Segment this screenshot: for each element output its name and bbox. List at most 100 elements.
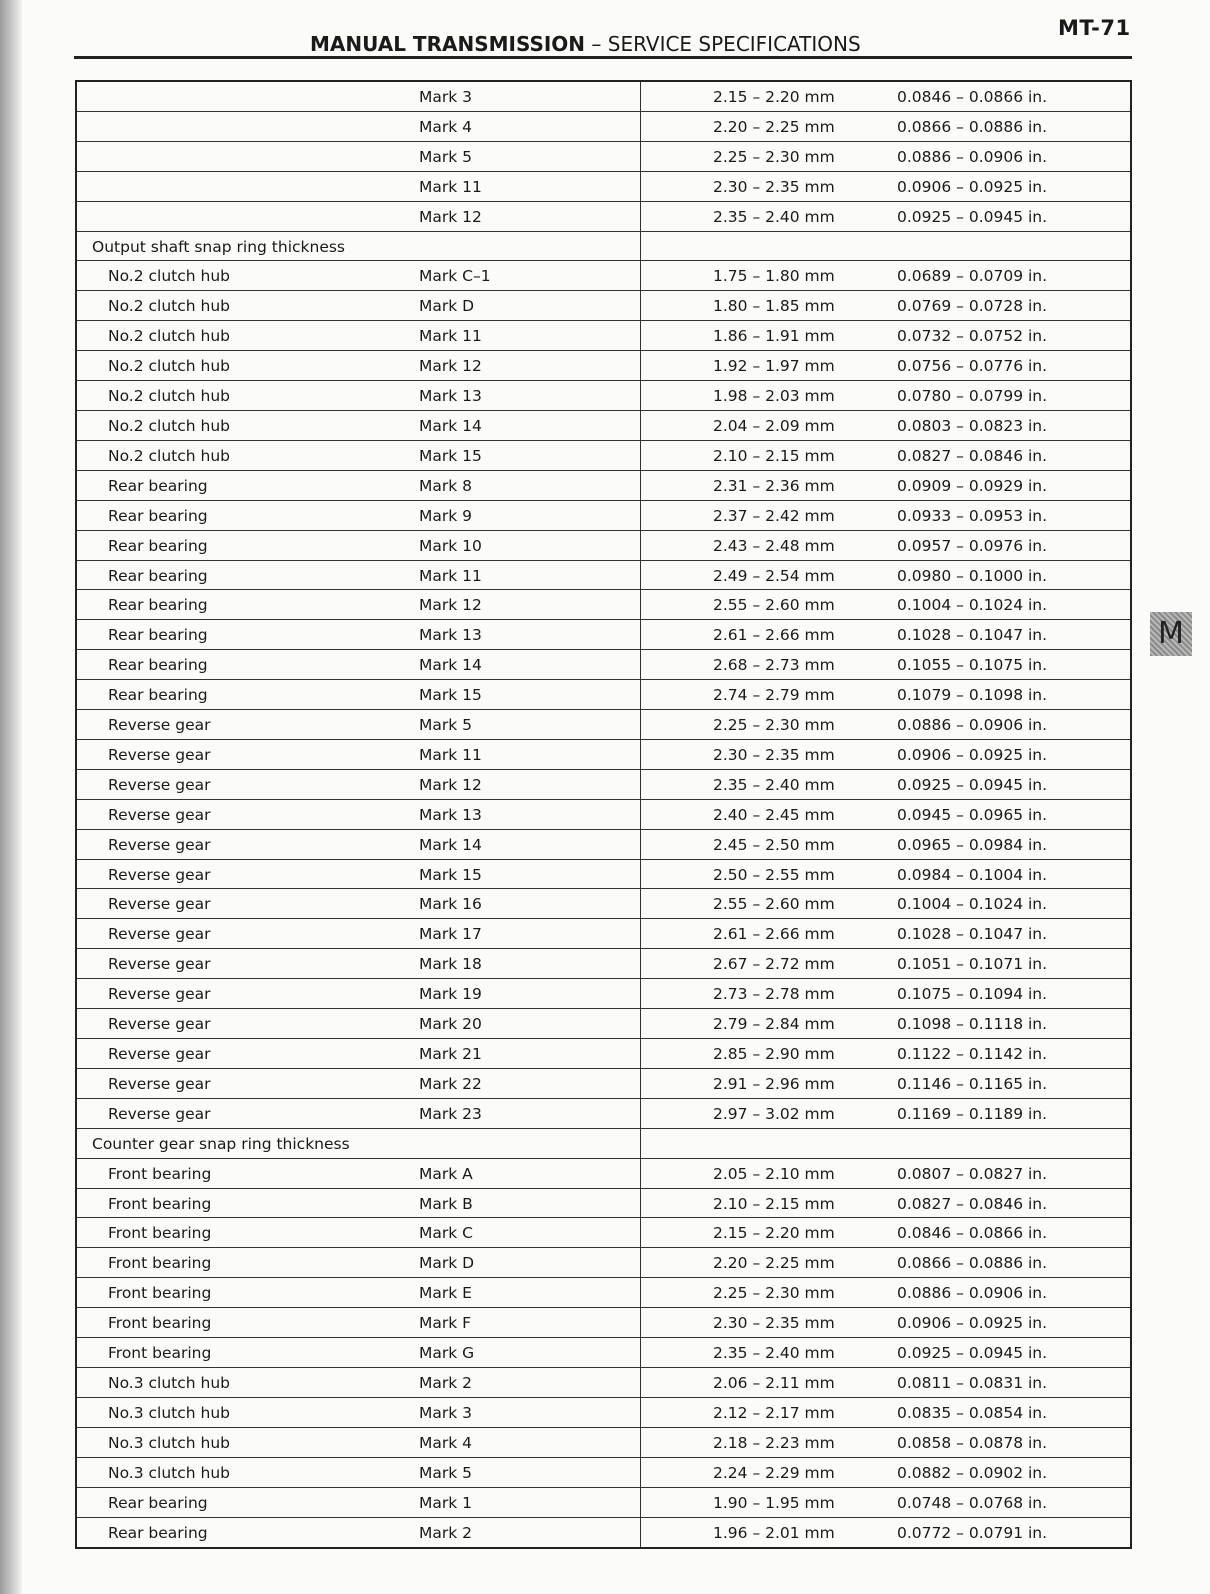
- table-row: Mark 11 2.30 – 2.35 mm 0.0906 – 0.0925 in.: [77, 171, 1130, 202]
- column-divider: [640, 979, 641, 1009]
- column-divider: [640, 1517, 641, 1548]
- thickness-mm: 2.74 – 2.79 mm: [713, 686, 835, 705]
- mark-label: Mark F: [419, 1314, 472, 1333]
- table-row: Mark 5 2.25 – 2.30 mm 0.0886 – 0.0906 in.: [77, 141, 1130, 172]
- thickness-mm: 2.50 – 2.55 mm: [713, 865, 835, 884]
- thickness-in: 0.1004 – 0.1024 in.: [897, 596, 1048, 615]
- column-divider: [640, 1338, 641, 1367]
- mark-label: Mark D: [419, 1254, 475, 1273]
- part-label: Rear bearing: [108, 536, 208, 555]
- thickness-in: 0.1028 – 0.1047 in.: [897, 626, 1048, 645]
- table-row: Mark 4 2.20 – 2.25 mm 0.0866 – 0.0886 in.: [77, 111, 1130, 142]
- column-divider: [640, 1068, 641, 1098]
- thickness-mm: 2.30 – 2.35 mm: [713, 745, 835, 764]
- title-sub: SERVICE SPECIFICATIONS: [607, 32, 861, 56]
- column-divider: [640, 171, 641, 201]
- thickness-in: 0.0906 – 0.0925 in.: [897, 177, 1048, 196]
- column-divider: [640, 1158, 641, 1188]
- part-label: Reverse gear: [108, 1104, 211, 1123]
- thickness-in: 0.0846 – 0.0866 in.: [897, 1224, 1048, 1243]
- thickness-in: 0.0886 – 0.0906 in.: [897, 716, 1048, 735]
- part-label: Front bearing: [108, 1224, 212, 1243]
- table-row: Reverse gear Mark 11 2.30 – 2.35 mm 0.0906 …: [77, 739, 1130, 770]
- part-label: Rear bearing: [108, 566, 208, 585]
- thickness-mm: 2.18 – 2.23 mm: [713, 1433, 835, 1452]
- mark-label: Mark 2: [419, 1373, 473, 1392]
- table-row: Reverse gear Mark 17 2.61 – 2.66 mm 0.1028 …: [77, 919, 1130, 950]
- thickness-in: 0.0748 – 0.0768 in.: [897, 1493, 1048, 1512]
- table-row: Rear bearing Mark 2 1.96 – 2.01 mm 0.0772 –…: [77, 1517, 1130, 1548]
- part-label: No.2 clutch hub: [108, 267, 231, 286]
- table-row: No.2 clutch hub Mark 15 2.10 – 2.15 mm 0.08…: [77, 440, 1130, 471]
- mark-label: Mark 11: [419, 177, 482, 196]
- mark-label: Mark 23: [419, 1104, 482, 1123]
- thickness-mm: 2.91 – 2.96 mm: [713, 1074, 835, 1093]
- part-label: No.2 clutch hub: [108, 297, 231, 316]
- mark-label: Mark C: [419, 1224, 473, 1243]
- column-divider: [640, 1009, 641, 1038]
- thickness-in: 0.0984 – 0.1004 in.: [897, 865, 1048, 884]
- thickness-mm: 1.80 – 1.85 mm: [713, 297, 835, 316]
- thickness-in: 0.0846 – 0.0866 in.: [897, 88, 1048, 106]
- thickness-in: 0.1055 – 0.1075 in.: [897, 656, 1048, 675]
- table-row: Reverse gear Mark 15 2.50 – 2.55 mm 0.0984 …: [77, 859, 1130, 890]
- column-divider: [640, 829, 641, 859]
- column-divider: [640, 410, 641, 440]
- part-label: No.3 clutch hub: [108, 1463, 231, 1482]
- section-heading: Output shaft snap ring thickness: [92, 237, 346, 256]
- part-label: Rear bearing: [108, 626, 208, 645]
- mark-label: Mark G: [419, 1344, 475, 1363]
- thickness-mm: 2.06 – 2.11 mm: [713, 1373, 835, 1392]
- mark-label: Mark 14: [419, 416, 482, 435]
- column-divider: [640, 231, 641, 261]
- table-row: No.2 clutch hub Mark 13 1.98 – 2.03 mm 0.07…: [77, 381, 1130, 411]
- part-label: Front bearing: [108, 1164, 212, 1183]
- column-divider: [640, 1308, 641, 1338]
- mark-label: Mark 5: [419, 716, 473, 735]
- thickness-mm: 2.25 – 2.30 mm: [713, 147, 835, 166]
- part-label: Front bearing: [108, 1284, 212, 1303]
- column-divider: [640, 889, 641, 919]
- table-row: Reverse gear Mark 23 2.97 – 3.02 mm 0.1169 …: [77, 1098, 1130, 1129]
- thickness-mm: 1.90 – 1.95 mm: [713, 1493, 835, 1512]
- thickness-in: 0.0803 – 0.0823 in.: [897, 416, 1048, 435]
- thickness-in: 0.0980 – 0.1000 in.: [897, 566, 1048, 585]
- part-label: Reverse gear: [108, 1074, 211, 1093]
- part-label: Rear bearing: [108, 506, 208, 525]
- mark-label: Mark 1: [419, 1493, 473, 1512]
- part-label: No.3 clutch hub: [108, 1373, 231, 1392]
- mark-label: Mark 13: [419, 626, 482, 645]
- column-divider: [640, 470, 641, 500]
- table-row: Mark 12 2.35 – 2.40 mm 0.0925 – 0.0945 in.: [77, 201, 1130, 232]
- table-row: Reverse gear Mark 16 2.55 – 2.60 mm 0.1004 …: [77, 889, 1130, 920]
- part-label: No.3 clutch hub: [108, 1403, 231, 1422]
- mark-label: Mark 8: [419, 476, 473, 495]
- thickness-mm: 2.35 – 2.40 mm: [713, 207, 835, 226]
- part-label: Reverse gear: [108, 835, 211, 854]
- thickness-in: 0.0965 – 0.0984 in.: [897, 835, 1048, 854]
- table-row: No.2 clutch hub Mark 11 1.86 – 1.91 mm 0.07…: [77, 321, 1130, 352]
- thickness-in: 0.0925 – 0.0945 in.: [897, 1344, 1048, 1363]
- thickness-mm: 2.35 – 2.40 mm: [713, 775, 835, 794]
- mark-label: Mark D: [419, 297, 475, 316]
- table-row: Reverse gear Mark 21 2.85 – 2.90 mm 0.1122 …: [77, 1039, 1130, 1069]
- part-label: Rear bearing: [108, 656, 208, 675]
- part-label: Reverse gear: [108, 716, 211, 735]
- thickness-in: 0.0732 – 0.0752 in.: [897, 327, 1048, 346]
- mark-label: Mark 14: [419, 656, 482, 675]
- column-divider: [640, 650, 641, 680]
- mark-label: Mark 10: [419, 536, 482, 555]
- part-label: Rear bearing: [108, 1523, 208, 1542]
- table-row: Front bearing Mark F 2.30 – 2.35 mm 0.0906 …: [77, 1308, 1130, 1339]
- thickness-mm: 2.73 – 2.78 mm: [713, 985, 835, 1004]
- column-divider: [640, 769, 641, 799]
- part-label: Rear bearing: [108, 476, 208, 495]
- mark-label: Mark B: [419, 1194, 473, 1213]
- mark-label: Mark 13: [419, 387, 482, 406]
- table-row: No.2 clutch hub Mark C–1 1.75 – 1.80 mm 0.0…: [77, 261, 1130, 292]
- mark-label: Mark C–1: [419, 267, 491, 286]
- thickness-in: 0.1098 – 0.1118 in.: [897, 1015, 1048, 1034]
- thickness-mm: 2.49 – 2.54 mm: [713, 566, 835, 585]
- column-divider: [640, 680, 641, 710]
- thickness-mm: 1.92 – 1.97 mm: [713, 357, 835, 376]
